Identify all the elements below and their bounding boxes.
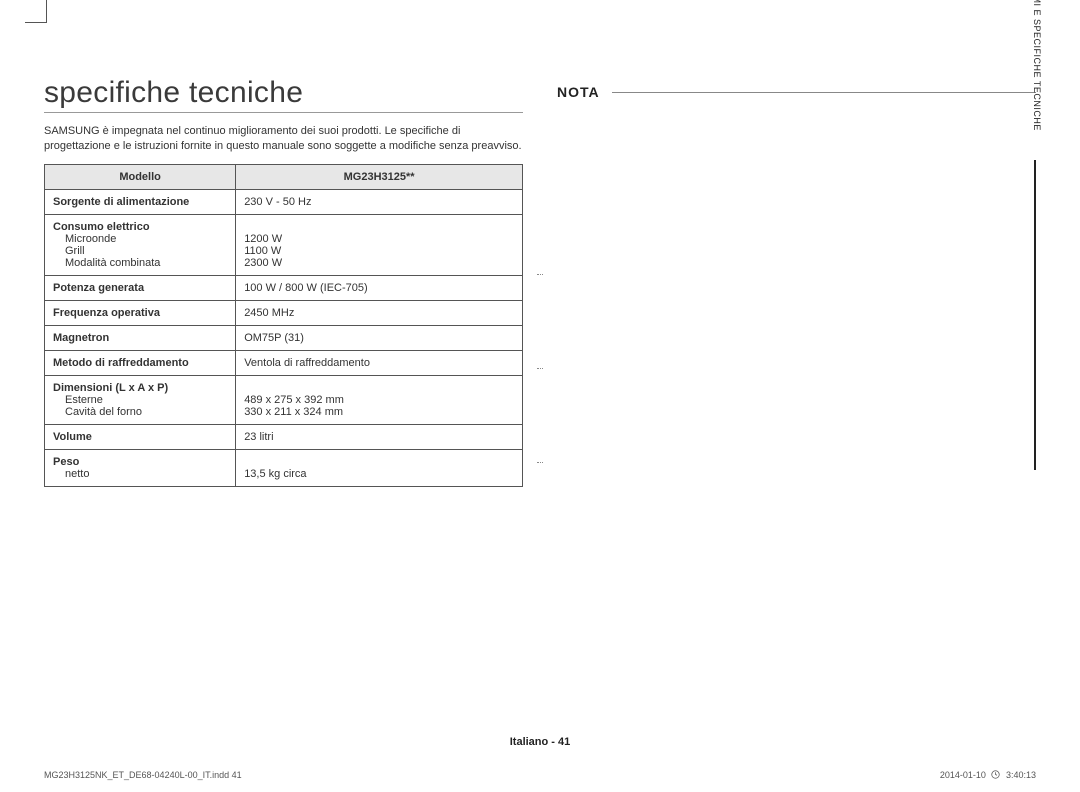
table-row: Consumo elettrico Microonde Grill Modali…	[45, 214, 523, 275]
spec-value: 23 litri	[236, 424, 523, 449]
spec-label: Frequenza operativa	[45, 300, 236, 325]
spec-label: Sorgente di alimentazione	[45, 189, 236, 214]
side-tab-bar	[1034, 160, 1036, 470]
table-row: Magnetron OM75P (31)	[45, 325, 523, 350]
spec-label: Peso netto	[45, 449, 236, 486]
spec-value: Ventola di raffreddamento	[236, 350, 523, 375]
section-title: specifiche tecniche	[44, 76, 523, 113]
header-col-model: Modello	[45, 164, 236, 189]
nota-heading: NOTA	[557, 84, 1036, 100]
footer-filename: MG23H3125NK_ET_DE68-04240L-00_IT.indd 41	[44, 770, 242, 780]
table-row: Metodo di raffreddamento Ventola di raff…	[45, 350, 523, 375]
table-row: Frequenza operativa 2450 MHz	[45, 300, 523, 325]
table-row: Peso netto 13,5 kg circa	[45, 449, 523, 486]
spec-label: Magnetron	[45, 325, 236, 350]
table-row: Potenza generata 100 W / 800 W (IEC-705)	[45, 275, 523, 300]
footer-timestamp: 2014-01-10 3:40:13	[940, 770, 1036, 780]
spec-value: 100 W / 800 W (IEC-705)	[236, 275, 523, 300]
table-row: Volume 23 litri	[45, 424, 523, 449]
table-row: Sorgente di alimentazione 230 V - 50 Hz	[45, 189, 523, 214]
spec-value: 13,5 kg circa	[236, 449, 523, 486]
spec-label: Dimensioni (L x A x P) Esterne Cavità de…	[45, 375, 236, 424]
nota-rule	[612, 92, 1036, 93]
intro-paragraph: SAMSUNG è impegnata nel continuo miglior…	[44, 124, 523, 154]
table-row: Dimensioni (L x A x P) Esterne Cavità de…	[45, 375, 523, 424]
page-number: Italiano - 41	[0, 736, 1080, 748]
page: specifiche tecniche SAMSUNG è impegnata …	[0, 0, 1080, 792]
header-col-value: MG23H3125**	[236, 164, 523, 189]
spec-value: 2450 MHz	[236, 300, 523, 325]
spec-value: 1200 W 1100 W 2300 W	[236, 214, 523, 275]
spec-label: Consumo elettrico Microonde Grill Modali…	[45, 214, 236, 275]
nota-label: NOTA	[557, 84, 600, 100]
right-column: NOTA 07RISOLUZIONE DEI PROBLEMI E SPECIF…	[557, 30, 1036, 772]
footer-meta: MG23H3125NK_ET_DE68-04240L-00_IT.indd 41…	[44, 770, 1036, 780]
spec-table: Modello MG23H3125** Sorgente di alimenta…	[44, 164, 523, 487]
left-column: specifiche tecniche SAMSUNG è impegnata …	[44, 30, 523, 772]
table-header-row: Modello MG23H3125**	[45, 164, 523, 189]
chapter-side-tab: 07RISOLUZIONE DEI PROBLEMI E SPECIFICHE …	[1018, 160, 1036, 470]
spec-value: OM75P (31)	[236, 325, 523, 350]
side-tab-text: 07RISOLUZIONE DEI PROBLEMI E SPECIFICHE …	[1032, 0, 1042, 160]
spec-label: Potenza generata	[45, 275, 236, 300]
spec-value: 489 x 275 x 392 mm 330 x 211 x 324 mm	[236, 375, 523, 424]
spec-label: Volume	[45, 424, 236, 449]
spec-value: 230 V - 50 Hz	[236, 189, 523, 214]
two-column-layout: specifiche tecniche SAMSUNG è impegnata …	[44, 30, 1036, 772]
clock-icon	[991, 770, 1000, 779]
spec-label: Metodo di raffreddamento	[45, 350, 236, 375]
